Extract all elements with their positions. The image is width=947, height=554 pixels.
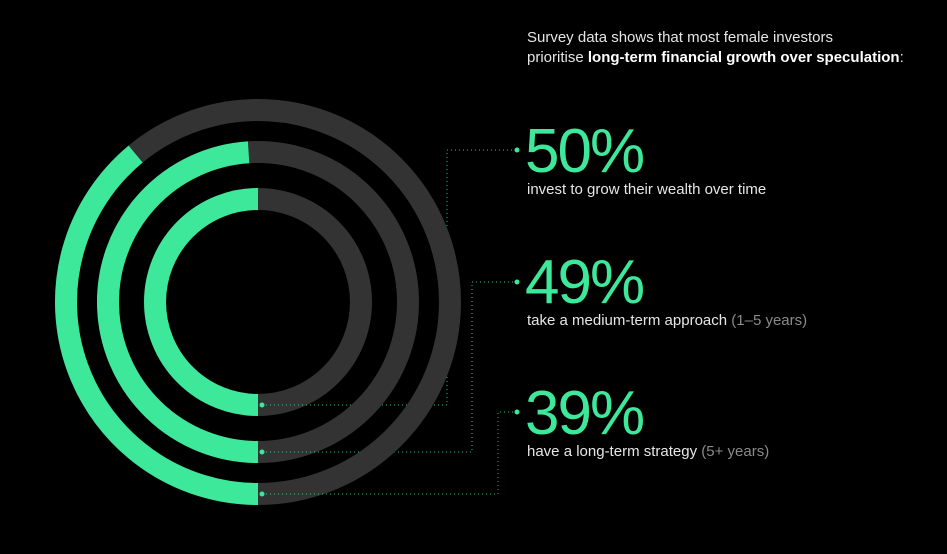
connector-dot (514, 409, 520, 415)
ring-bar (144, 188, 259, 416)
connector-dot (514, 147, 520, 153)
description: have a long-term strategy (5+ years) (527, 443, 769, 460)
description-text: take a medium-term approach (527, 312, 727, 329)
title-emphasis: long-term financial growth over speculat… (588, 49, 900, 66)
connector-dot (259, 491, 265, 497)
ring-bar (55, 145, 259, 505)
description-note: (5+ years) (701, 443, 769, 460)
description-note: (1–5 years) (731, 312, 807, 329)
description-text: have a long-term strategy (527, 443, 698, 460)
connector-dot (514, 279, 520, 285)
ring-bar (97, 141, 259, 463)
title-text: prioritise (527, 49, 584, 66)
title: Survey data shows that most female inves… (527, 29, 833, 46)
connector-dot (259, 402, 265, 408)
description: take a medium-term approach (1–5 years) (527, 312, 807, 329)
connector-dot (259, 449, 265, 455)
value-label: 49% (525, 248, 643, 317)
description: invest to grow their wealth over time (527, 181, 766, 198)
title-line: prioritise long-term financial growth ov… (527, 49, 904, 66)
connector (262, 411, 515, 495)
value-label: 39% (525, 379, 643, 448)
title-end: : (900, 49, 904, 66)
value-label: 50% (525, 117, 643, 186)
description-text: invest to grow their wealth over time (527, 181, 766, 198)
